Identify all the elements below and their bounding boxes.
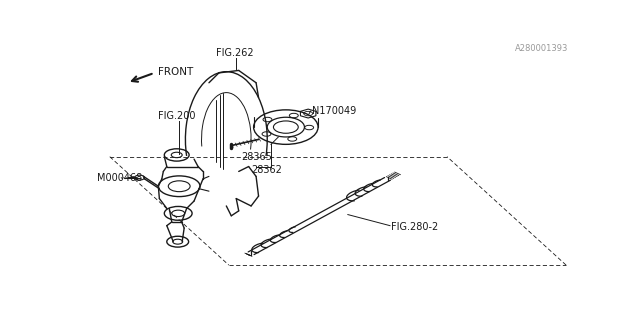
Text: FIG.262: FIG.262 bbox=[216, 48, 253, 58]
Text: M000468: M000468 bbox=[97, 172, 143, 183]
Text: A280001393: A280001393 bbox=[515, 44, 568, 53]
Text: FIG.280-2: FIG.280-2 bbox=[391, 222, 438, 232]
Text: FRONT: FRONT bbox=[158, 67, 193, 77]
Text: FIG.200: FIG.200 bbox=[158, 111, 195, 121]
Text: 28362: 28362 bbox=[251, 165, 282, 175]
Text: N170049: N170049 bbox=[312, 106, 356, 116]
Text: 28365: 28365 bbox=[241, 152, 272, 162]
